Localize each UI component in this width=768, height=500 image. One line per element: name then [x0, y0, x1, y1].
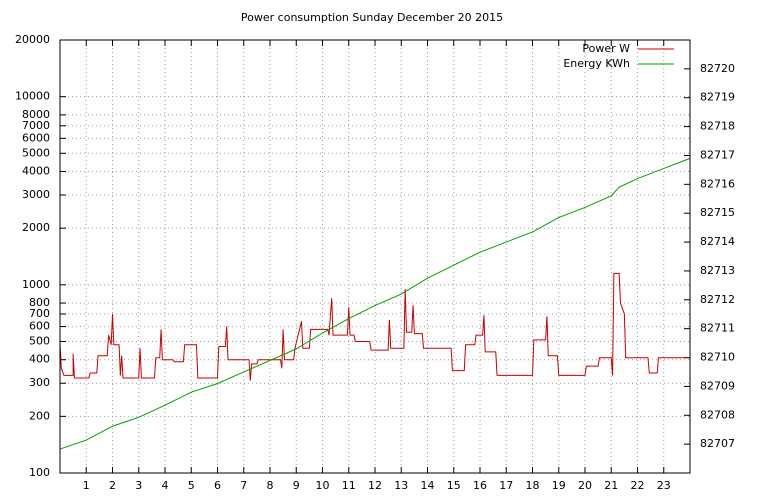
y-tick-label: 20000 [15, 33, 50, 46]
x-tick-label: 4 [162, 479, 169, 492]
x-tick-label: 20 [578, 479, 592, 492]
y2-tick-label: 82711 [700, 322, 735, 335]
legend-label: Energy KWh [563, 57, 630, 70]
data-line [59, 157, 691, 450]
x-tick-label: 22 [631, 479, 645, 492]
y2-tick-label: 82710 [700, 351, 735, 364]
y-tick-label: 400 [29, 353, 50, 366]
y-tick-label: 10000 [15, 90, 50, 103]
y2-tick-label: 82717 [700, 148, 735, 161]
x-tick-label: 3 [135, 479, 142, 492]
y2-tick-label: 82715 [700, 206, 735, 219]
y-tick-label: 1000 [22, 278, 50, 291]
x-tick-label: 7 [240, 479, 247, 492]
y-tick-label: 200 [29, 409, 50, 422]
y2-tick-label: 82720 [700, 62, 735, 75]
plot-border [59, 39, 691, 474]
x-tick-label: 8 [267, 479, 274, 492]
x-tick-label: 5 [188, 479, 195, 492]
y2-tick-label: 82713 [700, 264, 735, 277]
x-tick-label: 21 [604, 479, 618, 492]
x-tick-label: 2 [109, 479, 116, 492]
x-tick-label: 11 [342, 479, 356, 492]
y-tick-label: 5000 [22, 146, 50, 159]
y-tick-label: 800 [29, 296, 50, 309]
y-tick-label: 100 [29, 466, 50, 479]
legend-label: Power W [582, 42, 630, 55]
x-tick-label: 13 [394, 479, 408, 492]
y2-tick-label: 82719 [700, 91, 735, 104]
x-tick-label: 6 [214, 479, 221, 492]
x-tick-label: 15 [447, 479, 461, 492]
y2-tick-label: 82708 [700, 408, 735, 421]
y2-tick-label: 82716 [700, 177, 735, 190]
y-tick-label: 500 [29, 334, 50, 347]
data-line [59, 272, 690, 381]
y2-tick-label: 82714 [700, 235, 735, 248]
y2-tick-label: 82707 [700, 437, 735, 450]
y-tick-label: 2000 [22, 221, 50, 234]
x-tick-label: 1 [83, 479, 90, 492]
x-tick-label: 17 [499, 479, 513, 492]
x-tick-label: 14 [421, 479, 435, 492]
y2-tick-label: 82712 [700, 293, 735, 306]
chart-title: Power consumption Sunday December 20 201… [241, 11, 503, 24]
y2-tick-label: 82718 [700, 120, 735, 133]
y-tick-label: 700 [29, 307, 50, 320]
x-tick-label: 18 [526, 479, 540, 492]
y-tick-label: 6000 [22, 131, 50, 144]
y-tick-label: 3000 [22, 188, 50, 201]
x-tick-label: 12 [368, 479, 382, 492]
y-tick-label: 8000 [22, 108, 50, 121]
x-tick-label: 23 [657, 479, 671, 492]
x-tick-label: 10 [316, 479, 330, 492]
y-tick-label: 7000 [22, 119, 50, 132]
x-tick-label: 16 [473, 479, 487, 492]
y-tick-label: 600 [29, 320, 50, 333]
y-tick-label: 300 [29, 376, 50, 389]
y2-tick-label: 82709 [700, 379, 735, 392]
x-tick-label: 19 [552, 479, 566, 492]
y-tick-label: 4000 [22, 165, 50, 178]
x-tick-label: 9 [293, 479, 300, 492]
